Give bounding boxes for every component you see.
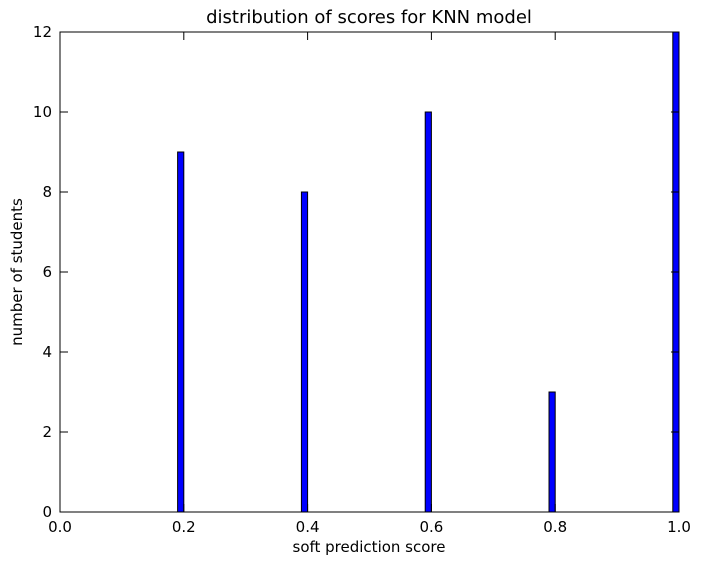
- bars-group: [177, 31, 680, 513]
- y-tick-label: 2: [42, 423, 52, 441]
- y-tick-label: 6: [42, 263, 52, 281]
- histogram-bar-2: [300, 191, 309, 513]
- y-tick-label: 8: [42, 183, 52, 201]
- y-tick-label: 4: [42, 343, 52, 361]
- x-tick-label: 0.8: [543, 518, 567, 536]
- histogram-bar-1: [177, 151, 185, 513]
- plot-frame: [59, 31, 680, 513]
- x-tick-label: 1.0: [667, 518, 691, 536]
- x-tick-label: 0.6: [419, 518, 443, 536]
- y-tick-label: 10: [33, 103, 52, 121]
- histogram-bar-3: [424, 111, 432, 513]
- x-tick-label: 0.0: [48, 518, 72, 536]
- x-tick-label: 0.2: [172, 518, 196, 536]
- y-tick-label: 0: [42, 503, 52, 521]
- x-axis-label: soft prediction score: [293, 538, 446, 556]
- y-tick-label: 12: [33, 23, 52, 41]
- histogram-bar-4: [548, 391, 556, 513]
- x-tick-label: 0.4: [296, 518, 320, 536]
- y-axis-label: number of students: [8, 198, 26, 346]
- chart-title: distribution of scores for KNN model: [206, 7, 532, 28]
- ticks-group: 0.0 0.2 0.4 0.6 0.8 1.0 0 2 4 6 8 10 12: [33, 23, 691, 536]
